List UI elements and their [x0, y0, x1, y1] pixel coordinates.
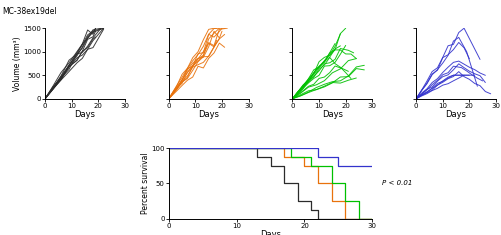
Y-axis label: Percent survival: Percent survival: [141, 153, 150, 214]
X-axis label: Days: Days: [75, 110, 96, 119]
Text: MC-38ex19del: MC-38ex19del: [3, 7, 57, 16]
Y-axis label: Volume (mm³): Volume (mm³): [13, 36, 22, 91]
X-axis label: Days: Days: [445, 110, 466, 119]
Text: P < 0.01: P < 0.01: [382, 180, 413, 186]
X-axis label: Days: Days: [322, 110, 343, 119]
X-axis label: Days: Days: [198, 110, 219, 119]
X-axis label: Days: Days: [260, 230, 281, 235]
